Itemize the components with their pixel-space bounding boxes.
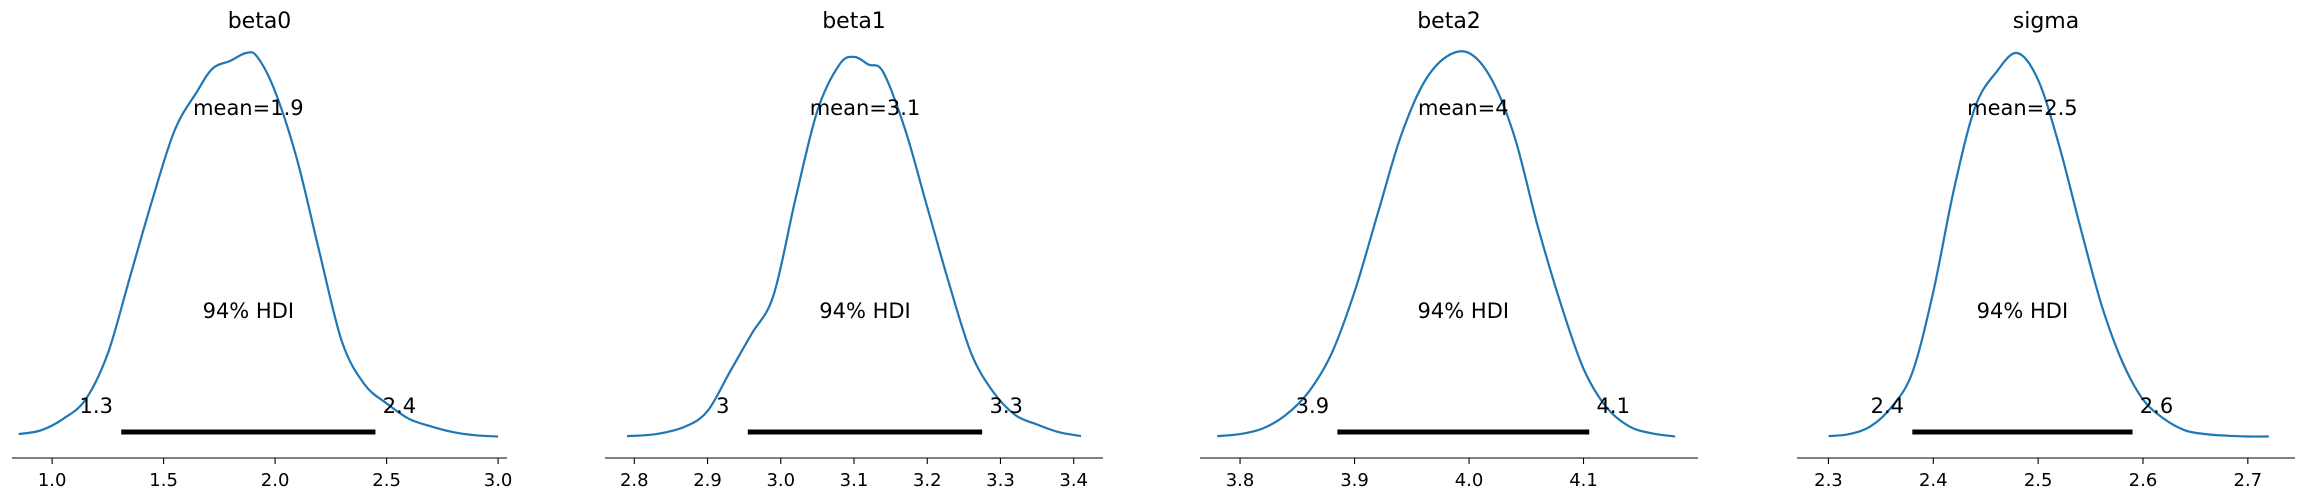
x-tick-label: 3.2	[913, 470, 942, 491]
x-tick-label: 2.8	[620, 470, 649, 491]
mean-label: mean=1.9	[193, 96, 304, 120]
x-tick-label: 1.5	[149, 470, 178, 491]
hdi-label: 94% HDI	[819, 299, 911, 323]
x-tick-label: 4.0	[1455, 470, 1484, 491]
panel-title: beta1	[822, 9, 886, 34]
x-tick-label: 4.1	[1569, 470, 1598, 491]
x-tick-label: 3.8	[1226, 470, 1255, 491]
x-tick-label: 3.3	[986, 470, 1015, 491]
mean-label: mean=3.1	[810, 96, 921, 120]
x-tick-label: 2.5	[2024, 470, 2053, 491]
hdi-upper-label: 3.3	[989, 394, 1022, 418]
x-tick-label: 2.0	[261, 470, 290, 491]
hdi-lower-label: 2.4	[1871, 394, 1904, 418]
hdi-upper-label: 4.1	[1597, 394, 1630, 418]
hdi-label: 94% HDI	[203, 299, 295, 323]
hdi-lower-label: 3	[716, 394, 729, 418]
hdi-upper-label: 2.6	[2140, 394, 2173, 418]
x-tick-label: 3.1	[840, 470, 869, 491]
hdi-label: 94% HDI	[1977, 299, 2069, 323]
mean-label: mean=4	[1418, 96, 1509, 120]
x-tick-label: 2.6	[2129, 470, 2158, 491]
x-tick-label: 3.9	[1340, 470, 1369, 491]
density-curve	[1217, 50, 1676, 438]
hdi-upper-label: 2.4	[383, 394, 416, 418]
x-tick-label: 2.7	[2234, 470, 2263, 491]
x-tick-label: 2.9	[693, 470, 722, 491]
density-curve	[1828, 51, 2269, 438]
panel-title: sigma	[2013, 9, 2079, 34]
mean-label: mean=2.5	[1967, 96, 2078, 120]
x-tick-label: 2.5	[372, 470, 401, 491]
density-curve	[626, 55, 1082, 438]
density-curve	[18, 51, 499, 438]
hdi-label: 94% HDI	[1418, 299, 1510, 323]
x-tick-label: 1.0	[38, 470, 67, 491]
x-tick-label: 2.3	[1814, 470, 1843, 491]
hdi-lower-label: 1.3	[80, 394, 113, 418]
x-tick-label: 3.4	[1059, 470, 1088, 491]
x-tick-label: 2.4	[1919, 470, 1948, 491]
x-tick-label: 3.0	[766, 470, 795, 491]
panel-title: beta2	[1417, 9, 1481, 34]
hdi-lower-label: 3.9	[1296, 394, 1329, 418]
x-tick-label: 3.0	[484, 470, 513, 491]
panel-title: beta0	[228, 9, 292, 34]
